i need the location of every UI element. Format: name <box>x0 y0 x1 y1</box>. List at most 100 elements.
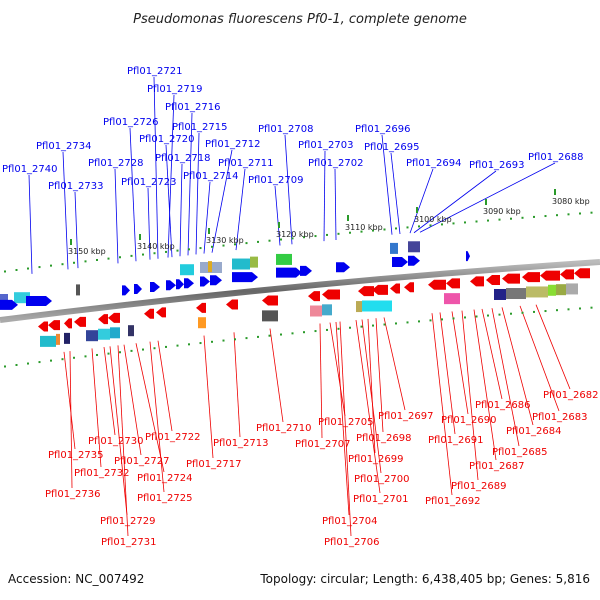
domain-block <box>64 332 70 344</box>
tick-mark-outer <box>441 223 443 226</box>
tick-mark-outer <box>234 243 236 246</box>
gene-label-bottom: Pfl01_2683 <box>532 412 588 423</box>
gene-label-top: Pfl01_2711 <box>218 158 274 169</box>
tick-mark-inner <box>510 312 512 315</box>
tick-mark-inner <box>257 335 259 338</box>
tick-mark-inner <box>429 319 432 322</box>
tick-mark-inner <box>556 309 558 312</box>
forward-gene-arrow <box>210 275 222 286</box>
leader-line <box>361 319 382 474</box>
leader-line <box>461 310 479 481</box>
tick-mark-inner <box>291 332 294 335</box>
tick-mark-outer <box>360 230 363 233</box>
tick-mark-outer <box>556 214 558 217</box>
forward-gene-arrow <box>26 296 52 307</box>
forward-gene-arrow <box>300 265 312 276</box>
gene-label-top: Pfl01_2733 <box>48 181 104 192</box>
reverse-gene-arrow <box>156 307 166 318</box>
tick-mark-inner <box>4 365 6 368</box>
tick-mark-inner <box>142 348 144 351</box>
tick-mark-inner <box>107 352 110 355</box>
gene-label-bottom: Pfl01_2722 <box>145 432 201 443</box>
gene-label-top: Pfl01_2721 <box>127 66 183 77</box>
gene-label-bottom: Pfl01_2707 <box>295 439 351 450</box>
forward-gene-arrow <box>184 278 194 289</box>
domain-block <box>526 286 548 298</box>
forward-gene-arrow <box>336 262 350 273</box>
leader-line <box>123 344 142 456</box>
leader-line <box>187 112 193 256</box>
reverse-gene-arrow <box>262 295 278 306</box>
gene-label-top: Pfl01_2715 <box>172 122 228 133</box>
leader-line <box>439 312 456 435</box>
major-tick <box>416 207 418 213</box>
tick-mark-inner <box>383 323 386 326</box>
leader-line <box>274 185 281 246</box>
tick-mark-outer <box>498 218 501 221</box>
domain-block <box>40 335 56 347</box>
leader-line <box>413 170 497 234</box>
accession-text: Accession: NC_007492 <box>8 572 145 586</box>
reverse-gene-arrow <box>560 269 574 280</box>
reverse-gene-arrow <box>108 312 120 323</box>
tick-mark-outer <box>119 256 121 259</box>
tick-mark-inner <box>73 356 75 359</box>
tick-mark-inner <box>521 311 524 314</box>
leader-line <box>195 132 200 255</box>
leader-line <box>147 187 151 260</box>
major-tick <box>554 189 556 195</box>
leader-line <box>284 134 293 245</box>
scale-label: 3130 kbp <box>206 236 244 245</box>
tick-mark-inner <box>533 310 535 313</box>
gene-label-bottom: Pfl01_2684 <box>506 426 562 437</box>
gene-label-bottom: Pfl01_2704 <box>322 516 378 527</box>
tick-mark-outer <box>303 236 305 239</box>
tick-mark-outer <box>487 219 489 222</box>
domain-block <box>98 328 110 340</box>
domain-block <box>390 242 398 254</box>
gene-label-top: Pfl01_2694 <box>406 158 462 169</box>
tick-mark-inner <box>395 322 397 325</box>
reverse-gene-arrow <box>574 268 590 279</box>
gene-label-bottom: Pfl01_2697 <box>378 411 434 422</box>
gene-label-top: Pfl01_2719 <box>147 84 203 95</box>
domain-block <box>408 241 420 253</box>
reverse-gene-arrow <box>372 284 388 295</box>
leader-line <box>74 191 79 269</box>
reverse-gene-arrow <box>48 320 60 331</box>
gene-label-bottom: Pfl01_2713 <box>213 438 269 449</box>
tick-mark-inner <box>544 310 547 313</box>
gene-label-bottom: Pfl01_2736 <box>45 489 101 500</box>
tick-mark-inner <box>176 344 179 347</box>
gene-label-bottom: Pfl01_2724 <box>137 473 193 484</box>
forward-gene-arrow <box>176 279 184 290</box>
gene-label-bottom: Pfl01_2699 <box>348 454 404 465</box>
tick-mark-inner <box>27 362 29 365</box>
scale-label: 3140 kbp <box>137 242 175 251</box>
reverse-gene-arrow <box>358 286 374 297</box>
tick-mark-inner <box>84 355 87 358</box>
genome-summary-text: Topology: circular; Length: 6,438,405 bp… <box>260 572 590 586</box>
leader-line <box>165 144 173 258</box>
leader-line <box>334 168 337 240</box>
tick-mark-inner <box>119 351 121 354</box>
reverse-gene-arrow <box>404 282 414 293</box>
gene-label-bottom: Pfl01_2725 <box>137 493 193 504</box>
gene-label-bottom: Pfl01_2690 <box>441 415 497 426</box>
leader-line <box>335 321 350 516</box>
tick-mark-outer <box>268 239 271 242</box>
reverse-strand-genes <box>38 268 590 332</box>
gene-label-bottom: Pfl01_2685 <box>492 447 548 458</box>
leader-line <box>157 340 173 432</box>
reverse-gene-arrow <box>322 289 340 300</box>
reverse-gene-arrow <box>196 302 206 313</box>
reverse-gene-arrow <box>486 275 500 286</box>
gene-label-top: Pfl01_2712 <box>205 139 261 150</box>
domain-block <box>356 301 362 313</box>
tick-mark-outer <box>211 245 213 248</box>
tick-mark-outer <box>199 247 202 250</box>
leader-line <box>203 181 211 254</box>
gene-label-bottom: Pfl01_2692 <box>425 496 481 507</box>
tick-mark-outer <box>326 233 328 236</box>
domain-block <box>250 256 258 268</box>
